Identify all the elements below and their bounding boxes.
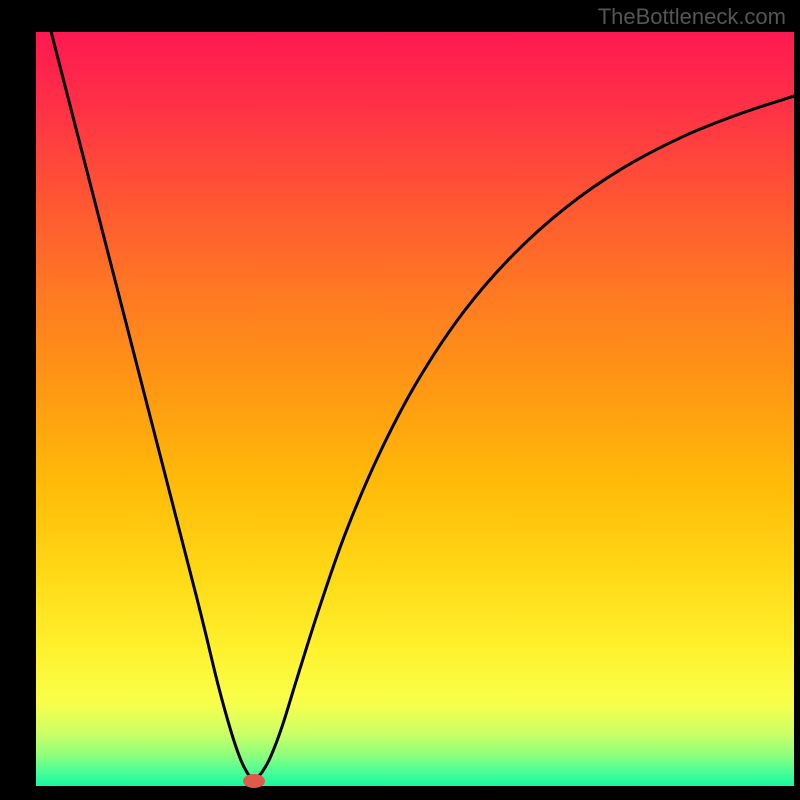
- bottleneck-curve: [36, 32, 794, 786]
- plot-area: [36, 32, 794, 786]
- watermark-text: TheBottleneck.com: [598, 4, 786, 30]
- optimal-point-marker: [243, 774, 265, 788]
- chart-container: TheBottleneck.com: [0, 0, 800, 800]
